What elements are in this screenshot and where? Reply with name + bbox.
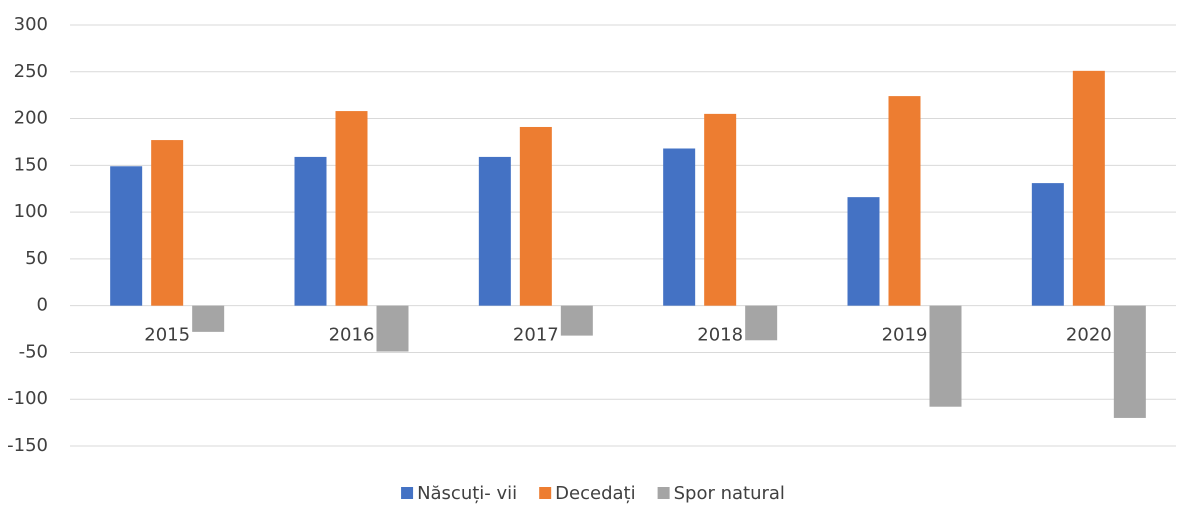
x-tick-label: 2016 (329, 325, 375, 346)
bar (704, 113, 737, 306)
bar (888, 96, 921, 306)
y-tick-label: 150 (14, 154, 48, 175)
y-tick-label: 0 (37, 295, 48, 316)
legend-swatch (401, 487, 414, 499)
x-tick-label: 2018 (697, 325, 743, 346)
legend-label: Spor natural (674, 483, 785, 504)
x-tick-label: 2019 (882, 325, 928, 346)
legend-label: Decedați (555, 483, 635, 504)
legend-swatch (539, 487, 552, 499)
y-tick-label: 300 (14, 14, 48, 35)
x-tick-label: 2015 (144, 325, 190, 346)
y-tick-label: -50 (19, 341, 48, 362)
bar (151, 140, 184, 306)
x-tick-label: 2017 (513, 325, 559, 346)
bar (847, 197, 880, 306)
bar (110, 166, 143, 306)
legend-label: Născuți- vii (417, 483, 517, 504)
bar (929, 305, 962, 407)
y-tick-label: 250 (14, 61, 48, 82)
bar (335, 111, 368, 306)
bar (663, 148, 696, 306)
x-tick-label: 2020 (1066, 325, 1112, 346)
y-tick-label: 200 (14, 108, 48, 129)
bar (478, 156, 511, 306)
bar (519, 126, 552, 306)
bar (745, 305, 778, 341)
bar (376, 305, 409, 352)
legend-swatch (657, 487, 670, 499)
bar (1031, 183, 1064, 306)
y-tick-label: 100 (14, 201, 48, 222)
bar (1072, 70, 1105, 306)
bar (192, 305, 225, 332)
bar (1113, 305, 1146, 418)
bar (294, 156, 327, 306)
y-tick-label: -150 (7, 435, 48, 456)
y-tick-label: -100 (7, 388, 48, 409)
y-tick-label: 50 (25, 248, 48, 269)
bar (560, 305, 593, 336)
